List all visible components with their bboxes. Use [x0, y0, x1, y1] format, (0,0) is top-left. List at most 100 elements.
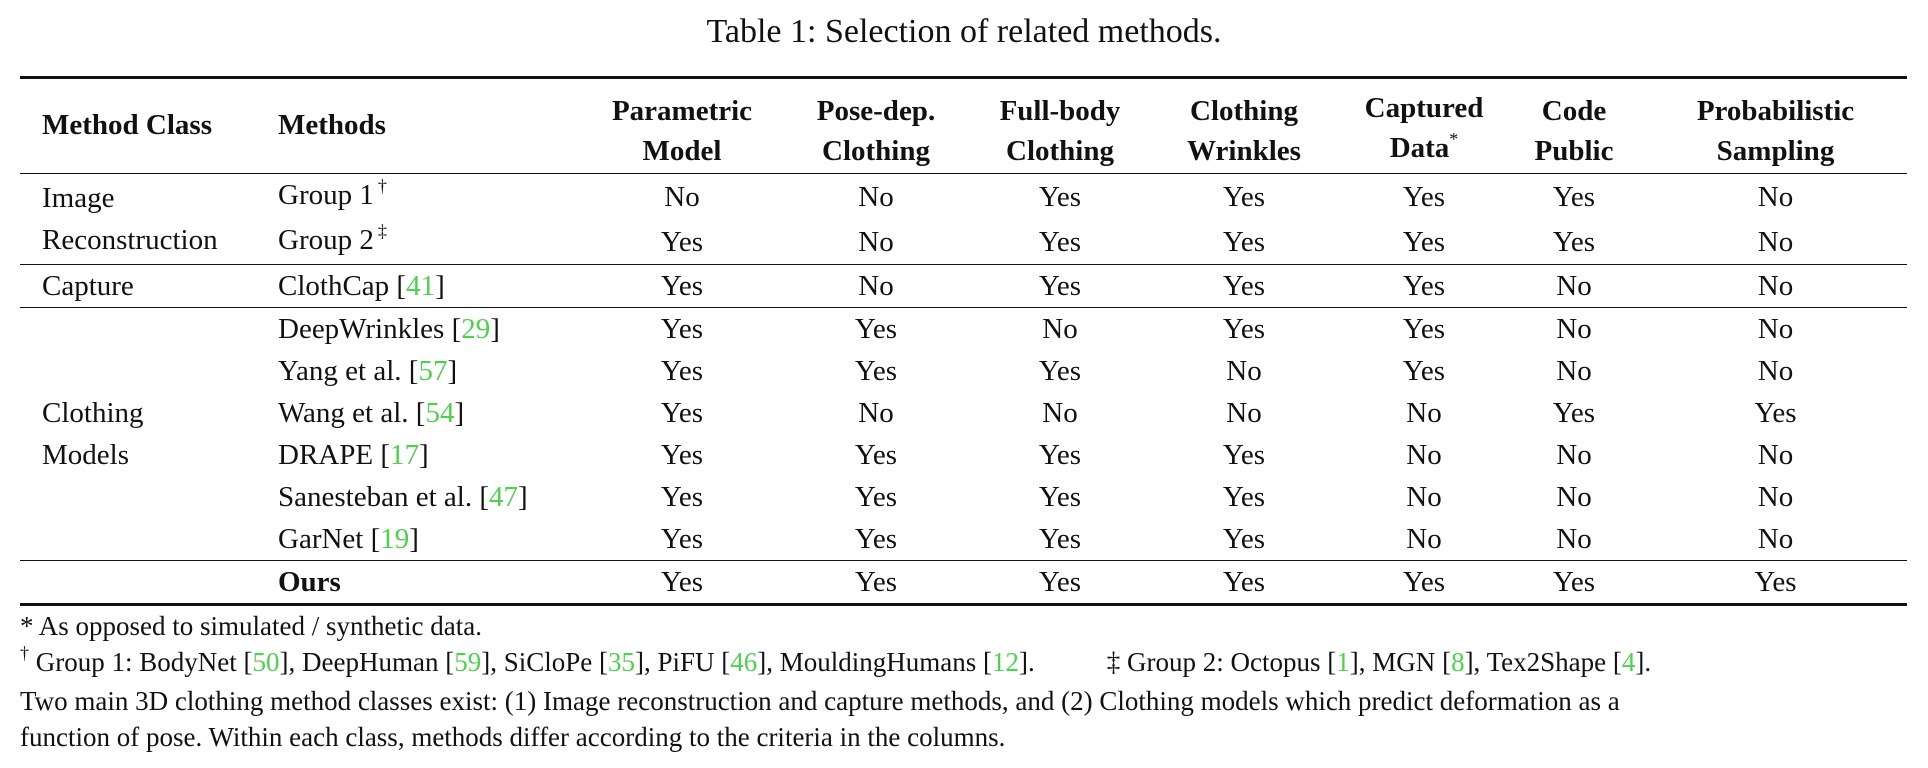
- table-body: Image Reconstruction Group 1 † No No Yes Yes Yes…: [20, 173, 1907, 606]
- value-cell: Yes: [1144, 173, 1344, 219]
- table-row: Wang et al. [54] Yes No No No No Yes Yes: [20, 392, 1907, 434]
- method-name: GarNet: [278, 523, 364, 555]
- column-header-line-1: Parametric: [611, 95, 753, 127]
- column-header-line-2: Wrinkles: [1187, 135, 1301, 167]
- citation-link[interactable]: 41: [406, 270, 436, 302]
- value-cell: No: [976, 307, 1144, 350]
- method-class-label: Reconstruction: [42, 224, 218, 256]
- citation-link[interactable]: 57: [418, 355, 448, 387]
- citation-link[interactable]: 50: [252, 647, 280, 677]
- value-cell: Yes: [1222, 481, 1266, 513]
- method-name: Wang et al.: [278, 397, 409, 429]
- column-header-5: Clothing Wrinkles: [1144, 78, 1344, 174]
- method-name-cell: DeepWrinkles [29]: [268, 307, 588, 350]
- value-cell: No: [1644, 307, 1907, 350]
- value-cell: No: [1042, 397, 1078, 429]
- table-header: Method Class Methods Parametric Model Pose-d…: [20, 77, 1907, 174]
- column-header-line-1: Full-body: [999, 95, 1121, 127]
- value-cell: No: [858, 225, 894, 258]
- value-cell: Yes: [660, 355, 704, 387]
- value-cell: Yes: [854, 523, 898, 555]
- value-cell: Yes: [976, 560, 1144, 606]
- value-cell: Yes: [1038, 523, 1082, 555]
- citation-link[interactable]: 1: [1336, 647, 1350, 677]
- value-cell: Yes: [1144, 307, 1344, 350]
- value-cell: No: [1226, 355, 1262, 387]
- method-name: DRAPE: [278, 439, 374, 471]
- value-cell: Yes: [1344, 560, 1504, 606]
- citation-link[interactable]: 59: [454, 647, 482, 677]
- citation-link[interactable]: 35: [607, 647, 635, 677]
- value-cell: Yes: [776, 560, 976, 606]
- citation-link[interactable]: 17: [390, 439, 419, 471]
- value-cell: No: [776, 173, 976, 219]
- value-cell: No: [1556, 439, 1592, 471]
- table-row: GarNet [19] Yes Yes Yes Yes No No No: [20, 518, 1907, 561]
- note-groups: † Group 1: BodyNet [50], DeepHuman [59],…: [20, 643, 1652, 677]
- column-header-line-2: Clothing: [1006, 135, 1114, 167]
- method-name: Ours: [278, 566, 341, 598]
- value-cell: Yes: [1144, 264, 1344, 308]
- citation-link[interactable]: 46: [730, 647, 758, 677]
- column-header-6: Captured Data*: [1344, 78, 1504, 174]
- method-name: ClothCap: [278, 270, 390, 302]
- reference-name: Octopus: [1230, 647, 1321, 677]
- value-cell: Yes: [1038, 225, 1082, 258]
- value-cell: No: [858, 397, 894, 429]
- citation-link[interactable]: 54: [425, 397, 455, 429]
- method-name-cell: Group 2 ‡: [268, 219, 588, 265]
- method-name-cell: DRAPE [17]: [278, 439, 429, 471]
- group-2-label: ‡ Group 2:: [1106, 647, 1231, 677]
- table-row: Capture ClothCap [41] Yes No Yes Yes Yes No No: [20, 264, 1907, 308]
- value-cell: Yes: [1402, 355, 1446, 387]
- value-cell: Yes: [1504, 173, 1644, 219]
- value-cell: No: [1556, 523, 1592, 555]
- value-cell: Yes: [976, 173, 1144, 219]
- table-notes: * As opposed to simulated / synthetic da…: [20, 608, 1910, 755]
- reference-name: BodyNet: [139, 647, 237, 677]
- value-cell: Yes: [660, 481, 704, 513]
- value-cell: Yes: [1504, 560, 1644, 606]
- column-header-line-1: Clothing: [1190, 95, 1298, 127]
- reference-name: MGN: [1372, 647, 1436, 677]
- value-cell: Yes: [1038, 355, 1082, 387]
- column-header-line-1: Pose-dep.: [816, 95, 936, 127]
- table-row: Group 2 ‡ Yes No Yes Yes Yes Yes No: [20, 219, 1907, 265]
- method-name: Group 1: [278, 179, 374, 211]
- value-cell: Yes: [1038, 439, 1082, 471]
- citation-link[interactable]: 47: [489, 481, 518, 513]
- reference-name: DeepHuman: [302, 647, 439, 677]
- value-cell: No: [1757, 355, 1794, 387]
- citation-link[interactable]: 8: [1451, 647, 1465, 677]
- value-cell: No: [1757, 481, 1794, 513]
- column-header-4: Full-body Clothing: [976, 78, 1144, 174]
- value-cell: No: [1556, 355, 1592, 387]
- value-cell: Yes: [1222, 523, 1266, 555]
- citation-link[interactable]: 29: [461, 313, 491, 345]
- value-cell: Yes: [660, 397, 704, 429]
- value-cell: No: [1406, 439, 1442, 471]
- footnote-mark: †: [20, 643, 29, 663]
- value-cell: Yes: [588, 307, 776, 350]
- method-name: DeepWrinkles: [278, 313, 445, 345]
- value-cell: No: [1556, 481, 1592, 513]
- method-name: Yang et al.: [278, 355, 402, 387]
- table-row: DRAPE [17] Yes Yes Yes Yes No No No: [20, 434, 1907, 476]
- citation-link[interactable]: 4: [1621, 647, 1636, 677]
- table-row: Clothing Models DeepWrinkles [29] Yes Yes No Y…: [20, 307, 1907, 561]
- value-cell: Yes: [1402, 225, 1446, 258]
- value-cell: Yes: [854, 355, 898, 387]
- value-cell: Yes: [660, 523, 704, 555]
- value-cell: Yes: [1754, 397, 1797, 429]
- value-cell: No: [588, 173, 776, 219]
- value-cell: Yes: [1644, 560, 1907, 606]
- column-header-3: Pose-dep. Clothing: [776, 78, 976, 174]
- citation-link[interactable]: 12: [992, 647, 1020, 677]
- header-row: Method Class Methods Parametric Model Pose-d…: [20, 77, 1907, 174]
- method-class-label: Image: [42, 182, 115, 214]
- citation-link[interactable]: 19: [380, 523, 410, 555]
- value-cell: Yes: [1222, 225, 1266, 258]
- value-cell: Yes: [660, 225, 704, 258]
- value-cell: No: [1504, 264, 1644, 308]
- method-class-cell: Capture: [20, 264, 268, 308]
